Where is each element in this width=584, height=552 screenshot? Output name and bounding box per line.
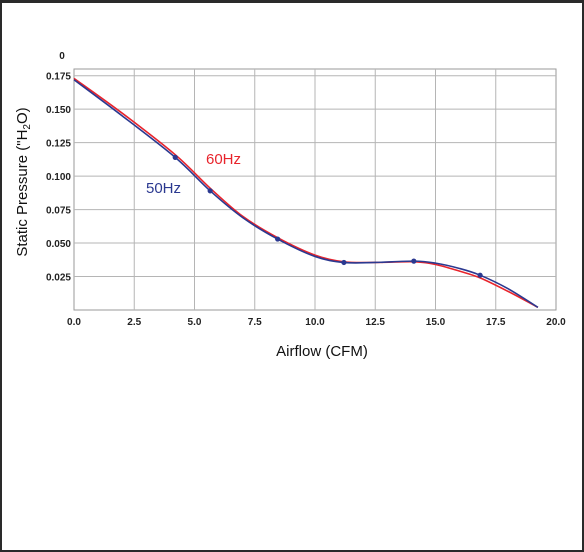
series-label-60hz: 60Hz xyxy=(206,151,241,168)
y-tick-labels: 0.025 0.050 0.075 0.100 0.125 0.150 0.175 xyxy=(46,72,71,284)
x-axis-title: Airflow (CFM) xyxy=(276,343,368,360)
series-markers xyxy=(172,154,483,278)
y-tick-label: 0.150 xyxy=(46,105,71,116)
y-tick-label: 0.075 xyxy=(46,206,71,217)
x-tick-label: 10.0 xyxy=(305,317,325,328)
data-point-50hz xyxy=(172,154,178,160)
y-tick-label: 0.175 xyxy=(46,72,71,83)
series-label-50hz: 50Hz xyxy=(146,180,181,197)
top-border xyxy=(0,0,584,3)
y-axis-title-prefix: Static Pressure ("H xyxy=(14,130,31,257)
data-point-50hz xyxy=(411,258,417,264)
x-tick-label: 0.0 xyxy=(67,317,81,328)
data-point-50hz xyxy=(477,272,483,278)
y-axis-title: Static Pressure ("H2O) xyxy=(14,107,33,256)
data-point-50hz xyxy=(341,259,347,266)
x-tick-labels: 0.0 2.5 5.0 7.5 10.0 12.5 15.0 17.5 20.0 xyxy=(67,317,566,328)
x-tick-label: 2.5 xyxy=(127,317,141,328)
y-zero-label: 0 xyxy=(59,51,65,62)
y-tick-label: 0.125 xyxy=(46,139,71,150)
x-tick-label: 12.5 xyxy=(366,317,386,328)
x-tick-label: 17.5 xyxy=(486,317,506,328)
series-line-60hz xyxy=(73,77,539,309)
y-tick-label: 0.050 xyxy=(46,239,71,250)
data-point-50hz xyxy=(207,188,213,194)
y-axis-title-subscript: 2 xyxy=(22,124,33,130)
x-tick-label: 5.0 xyxy=(188,317,202,328)
data-point-50hz xyxy=(275,236,281,242)
x-tick-label: 20.0 xyxy=(546,317,566,328)
series-lines xyxy=(73,77,539,309)
x-tick-label: 15.0 xyxy=(426,317,446,328)
y-tick-label: 0.025 xyxy=(46,273,71,284)
x-tick-label: 7.5 xyxy=(248,317,262,328)
y-axis-title-suffix: O) xyxy=(14,107,31,124)
y-tick-label: 0.100 xyxy=(46,172,71,183)
